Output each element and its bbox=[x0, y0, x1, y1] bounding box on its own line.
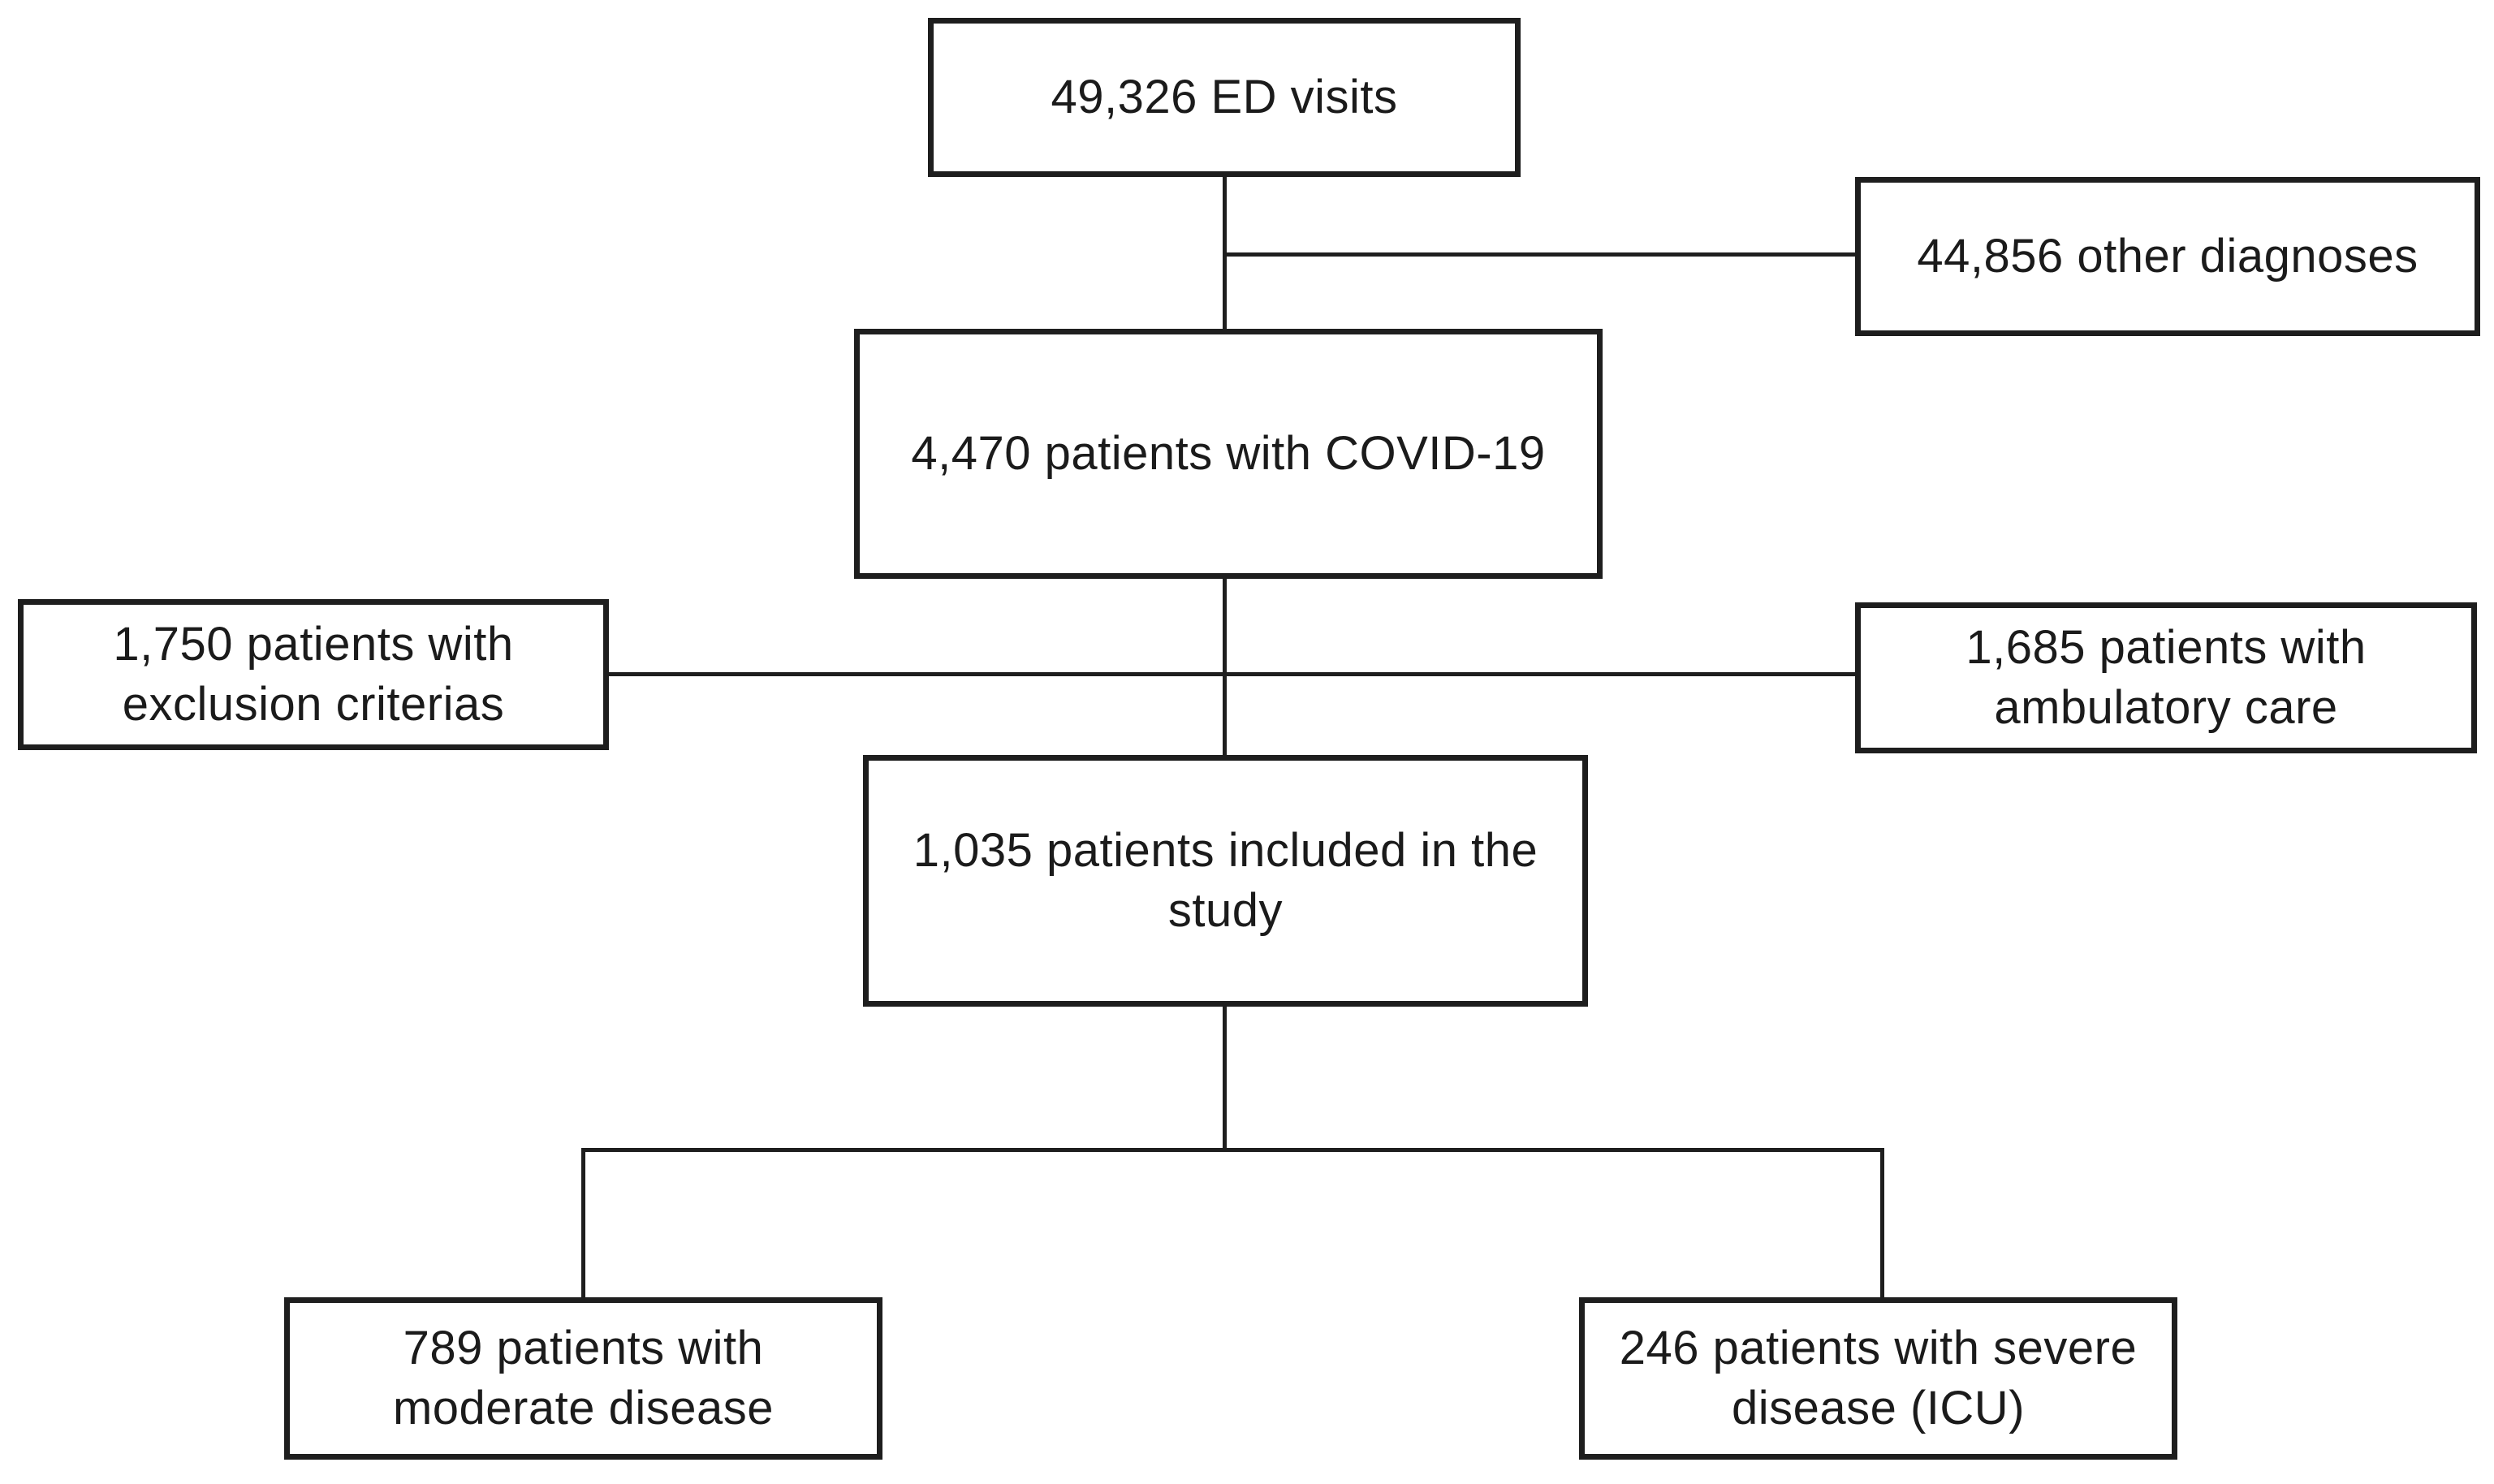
node-covid-patients: 4,470 patients with COVID-19 bbox=[854, 329, 1603, 579]
node-included-in-study: 1,035 patients included in the study bbox=[863, 755, 1588, 1007]
connector-split-bar bbox=[581, 1148, 1884, 1152]
node-label: 1,035 patients included in the study bbox=[913, 823, 1538, 937]
node-label: 44,856 other diagnoses bbox=[1917, 229, 2418, 283]
connector-drop-severe bbox=[1880, 1148, 1884, 1301]
node-label: 1,685 patients with ambulatory care bbox=[1965, 620, 2367, 734]
connector-branch-other-diagnoses bbox=[1223, 252, 1858, 257]
node-ambulatory-care: 1,685 patients with ambulatory care bbox=[1855, 602, 2477, 753]
node-label: 246 patients with severe disease (ICU) bbox=[1619, 1321, 2138, 1434]
node-exclusion-criteria: 1,750 patients with exclusion criterias bbox=[18, 599, 609, 750]
connector-included-to-split bbox=[1223, 1003, 1227, 1152]
connector-covid-to-included bbox=[1223, 576, 1227, 758]
node-moderate-disease: 789 patients with moderate disease bbox=[284, 1297, 882, 1460]
node-severe-disease-icu: 246 patients with severe disease (ICU) bbox=[1579, 1297, 2177, 1460]
node-label: 789 patients with moderate disease bbox=[392, 1321, 775, 1434]
connector-branch-exclusion-ambulatory bbox=[607, 672, 1858, 676]
node-label: 1,750 patients with exclusion criterias bbox=[113, 617, 514, 731]
connector-drop-moderate bbox=[581, 1148, 585, 1301]
node-label: 49,326 ED visits bbox=[1051, 70, 1398, 123]
node-label: 4,470 patients with COVID-19 bbox=[911, 426, 1546, 480]
node-ed-visits: 49,326 ED visits bbox=[928, 18, 1521, 177]
node-other-diagnoses: 44,856 other diagnoses bbox=[1855, 177, 2480, 336]
